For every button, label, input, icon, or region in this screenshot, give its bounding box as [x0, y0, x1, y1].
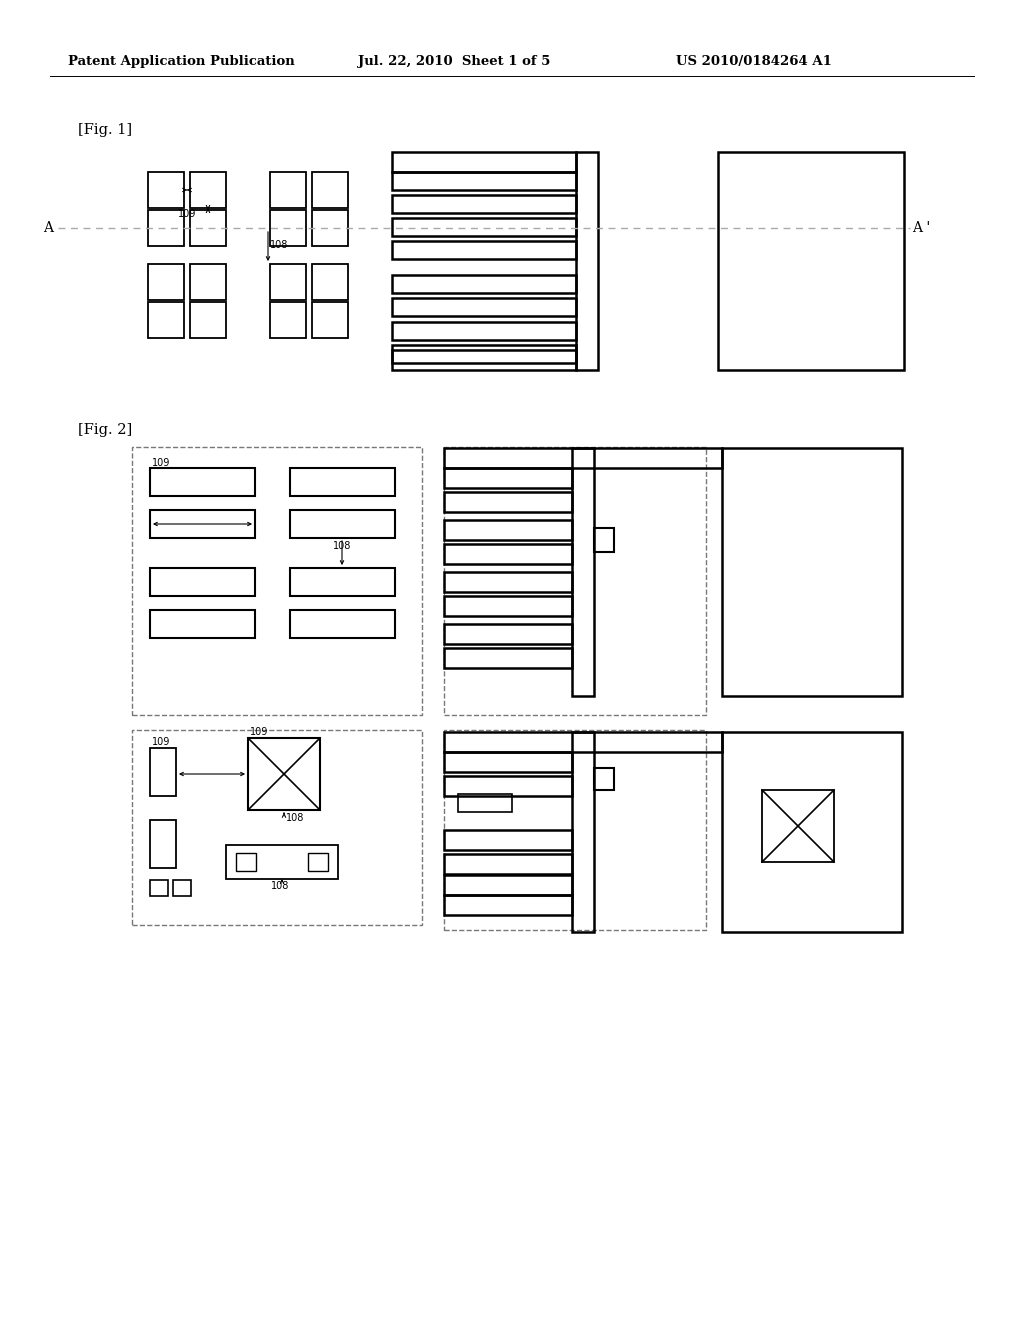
Bar — [312, 302, 348, 338]
Bar — [190, 264, 226, 300]
Bar — [444, 776, 572, 796]
Bar — [722, 447, 902, 696]
Bar — [290, 469, 395, 496]
Bar — [190, 172, 226, 209]
Text: 108: 108 — [270, 880, 289, 891]
Bar — [290, 610, 395, 638]
Text: [Fig. 2]: [Fig. 2] — [78, 422, 132, 437]
Bar — [270, 172, 306, 209]
Bar — [290, 568, 395, 597]
Bar — [444, 544, 572, 564]
Bar — [572, 733, 594, 932]
Bar — [312, 210, 348, 246]
Bar — [236, 853, 256, 871]
Bar — [444, 624, 572, 644]
Bar — [575, 152, 598, 370]
Bar — [444, 730, 706, 931]
Bar — [248, 738, 319, 810]
Bar — [392, 152, 575, 172]
Bar — [190, 302, 226, 338]
Bar — [290, 510, 395, 539]
Text: Patent Application Publication: Patent Application Publication — [68, 55, 295, 69]
Bar — [444, 447, 706, 715]
Text: Jul. 22, 2010  Sheet 1 of 5: Jul. 22, 2010 Sheet 1 of 5 — [358, 55, 550, 69]
Bar — [150, 568, 255, 597]
Bar — [444, 469, 572, 488]
Bar — [190, 210, 226, 246]
Text: US 2010/0184264 A1: US 2010/0184264 A1 — [676, 55, 831, 69]
Bar — [458, 795, 512, 812]
Bar — [444, 752, 572, 772]
Bar — [312, 264, 348, 300]
Bar — [392, 345, 575, 363]
Bar — [226, 845, 338, 879]
Bar — [132, 447, 422, 715]
Bar — [132, 730, 422, 925]
Bar — [148, 302, 184, 338]
Bar — [444, 875, 572, 895]
Bar — [444, 520, 572, 540]
Bar — [270, 302, 306, 338]
Text: 108: 108 — [333, 541, 351, 550]
Bar — [150, 880, 168, 896]
Bar — [392, 242, 575, 259]
Text: 109: 109 — [250, 727, 268, 737]
Bar — [148, 172, 184, 209]
Bar — [150, 469, 255, 496]
Bar — [444, 830, 572, 850]
Bar — [444, 733, 722, 752]
Bar — [148, 210, 184, 246]
Bar — [173, 880, 191, 896]
Text: 109: 109 — [152, 458, 170, 469]
Text: 109: 109 — [152, 737, 170, 747]
Bar — [392, 275, 575, 293]
Bar — [392, 298, 575, 315]
Bar — [444, 597, 572, 616]
Bar — [762, 789, 834, 862]
Bar — [572, 447, 594, 696]
Bar — [392, 172, 575, 190]
Bar — [594, 528, 614, 552]
Bar — [718, 152, 904, 370]
Bar — [150, 820, 176, 869]
Bar — [312, 172, 348, 209]
Bar — [148, 264, 184, 300]
Bar — [270, 264, 306, 300]
Text: 109: 109 — [178, 209, 197, 219]
Bar — [150, 748, 176, 796]
Text: 108: 108 — [270, 240, 289, 249]
Bar — [150, 610, 255, 638]
Text: A: A — [43, 220, 53, 235]
Bar — [444, 572, 572, 591]
Bar — [444, 447, 722, 469]
Bar — [308, 853, 328, 871]
Bar — [150, 510, 255, 539]
Bar — [444, 854, 572, 874]
Bar — [444, 648, 572, 668]
Bar — [722, 733, 902, 932]
Bar — [392, 350, 575, 370]
Bar — [444, 895, 572, 915]
Bar — [594, 768, 614, 789]
Bar — [392, 218, 575, 236]
Text: A ': A ' — [912, 220, 930, 235]
Bar — [270, 210, 306, 246]
Bar — [444, 492, 572, 512]
Text: [Fig. 1]: [Fig. 1] — [78, 123, 132, 137]
Text: 108: 108 — [286, 813, 304, 822]
Bar — [392, 195, 575, 213]
Bar — [392, 322, 575, 341]
